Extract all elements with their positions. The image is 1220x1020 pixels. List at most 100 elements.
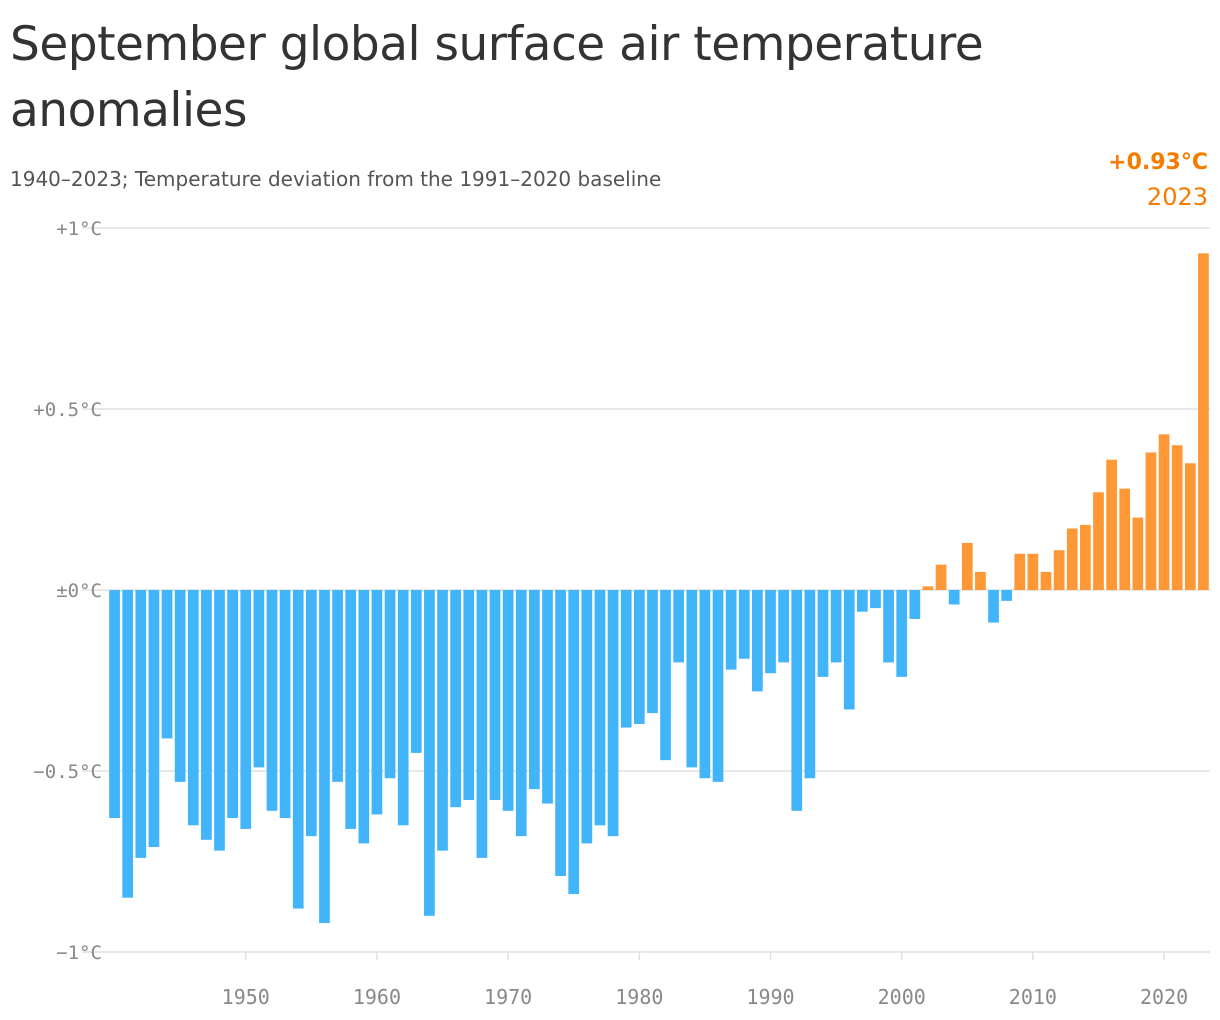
bar-1968 <box>476 590 488 858</box>
y-tick-label: +0.5°C <box>33 399 102 421</box>
bar-2007 <box>988 590 999 623</box>
x-tick-label: 1950 <box>222 985 270 1009</box>
bar-2011 <box>1040 571 1052 590</box>
bar-1946 <box>187 590 199 826</box>
x-axis: 1950 1960 1970 1980 1990 2000 2010 2020 <box>222 952 1188 1009</box>
bar-2016 <box>1106 459 1117 590</box>
bar-1987 <box>725 590 737 670</box>
bar-1951 <box>253 590 265 768</box>
x-tick-label: 1970 <box>484 985 532 1009</box>
bar-1975 <box>568 590 580 895</box>
bar-1993 <box>804 590 816 779</box>
bar-1970 <box>502 590 514 811</box>
bar-2006 <box>975 571 986 590</box>
bar-1991 <box>778 590 789 663</box>
bar-1966 <box>450 590 462 808</box>
bar-1980 <box>633 590 645 724</box>
bar-2012 <box>1053 550 1065 590</box>
bar-1941 <box>122 590 134 898</box>
bar-2023 <box>1198 253 1209 590</box>
bar-1963 <box>410 590 422 753</box>
bar-1967 <box>463 590 475 800</box>
bars <box>109 253 1209 924</box>
bar-1998 <box>870 590 881 609</box>
bar-1974 <box>555 590 566 876</box>
bar-1981 <box>647 590 658 714</box>
bar-1984 <box>686 590 698 768</box>
y-axis: +1°C +0.5°C ±0°C −0.5°C −1°C <box>33 218 102 964</box>
bar-1944 <box>161 590 173 739</box>
y-tick-label: +1°C <box>56 218 102 240</box>
bar-1997 <box>856 590 868 612</box>
bar-1986 <box>712 590 724 782</box>
chart-subtitle: 1940–2023; Temperature deviation from th… <box>10 167 662 191</box>
bar-2008 <box>1001 590 1013 601</box>
y-tick-label: −1°C <box>56 942 102 964</box>
chart-title: September global surface air temperature… <box>10 17 984 138</box>
bar-2014 <box>1080 524 1091 590</box>
bar-1945 <box>174 590 186 782</box>
bar-1952 <box>266 590 278 811</box>
bar-1985 <box>699 590 711 779</box>
bar-2017 <box>1119 488 1131 590</box>
bar-1960 <box>371 590 383 815</box>
bar-1956 <box>319 590 330 924</box>
bar-1973 <box>542 590 553 804</box>
bar-1949 <box>227 590 238 819</box>
bar-1958 <box>345 590 357 829</box>
bar-2009 <box>1014 553 1026 590</box>
y-tick-label: ±0°C <box>56 580 102 602</box>
bar-1942 <box>135 590 147 858</box>
bar-2005 <box>961 542 973 590</box>
x-tick-label: 2020 <box>1140 985 1188 1009</box>
x-tick-label: 1990 <box>746 985 794 1009</box>
bar-1996 <box>843 590 855 710</box>
bar-1995 <box>830 590 842 663</box>
bar-1957 <box>332 590 343 782</box>
bar-1994 <box>817 590 829 677</box>
bar-1943 <box>148 590 160 848</box>
bar-2019 <box>1145 452 1157 590</box>
bar-1978 <box>607 590 619 837</box>
y-tick-label: −0.5°C <box>33 761 102 783</box>
bar-1989 <box>752 590 763 692</box>
bar-2010 <box>1027 553 1039 590</box>
bar-2013 <box>1066 528 1078 590</box>
bar-1999 <box>883 590 894 663</box>
bar-2022 <box>1184 463 1196 590</box>
x-tick-label: 1960 <box>353 985 401 1009</box>
bar-1992 <box>791 590 803 811</box>
bar-2003 <box>935 564 947 590</box>
bar-1955 <box>305 590 317 837</box>
bar-1972 <box>529 590 540 790</box>
bar-1990 <box>765 590 776 674</box>
x-tick-label: 1980 <box>615 985 663 1009</box>
bar-1964 <box>424 590 435 916</box>
bar-1948 <box>214 590 225 851</box>
bar-1983 <box>673 590 685 663</box>
bar-1977 <box>594 590 606 826</box>
highlight-value-label: +0.93°C <box>1108 150 1208 175</box>
bar-2004 <box>948 590 960 605</box>
bar-2001 <box>909 590 921 619</box>
bar-1971 <box>515 590 527 837</box>
x-tick-label: 2000 <box>878 985 926 1009</box>
bar-1953 <box>279 590 291 819</box>
bar-1961 <box>384 590 396 779</box>
bar-1947 <box>201 590 212 840</box>
bar-1965 <box>437 590 448 851</box>
bar-2020 <box>1158 434 1170 590</box>
bar-2002 <box>922 586 934 590</box>
bar-2000 <box>896 590 908 677</box>
bar-1988 <box>738 590 750 659</box>
bar-1969 <box>489 590 501 800</box>
bar-1954 <box>292 590 304 909</box>
bar-1940 <box>109 590 120 819</box>
bar-1982 <box>660 590 671 761</box>
bar-1979 <box>620 590 632 728</box>
bar-2015 <box>1093 492 1104 590</box>
highlight-year-label: 2023 <box>1146 183 1208 211</box>
bar-1950 <box>240 590 252 829</box>
bar-2018 <box>1132 517 1144 590</box>
